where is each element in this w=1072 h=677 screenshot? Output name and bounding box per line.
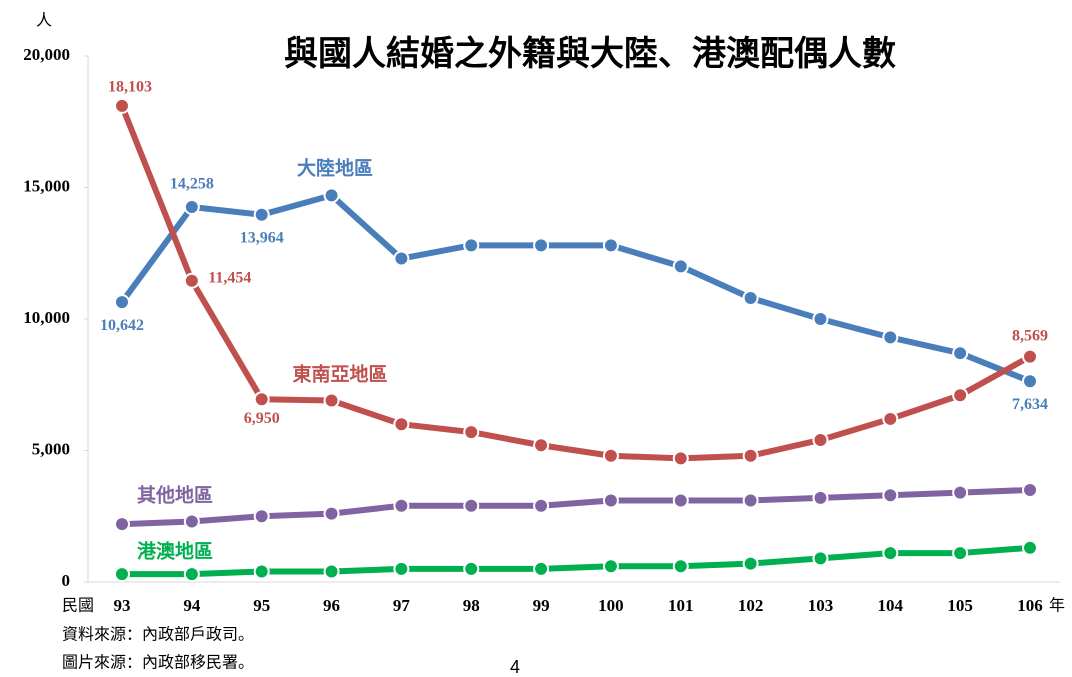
x-tick-label: 97 [393, 596, 411, 615]
point [394, 562, 408, 576]
x-tick-label: 105 [947, 596, 973, 615]
value-label: 8,569 [1012, 327, 1048, 344]
point [255, 564, 269, 578]
point [953, 546, 967, 560]
x-tick-label: 106 [1017, 596, 1043, 615]
value-label: 14,258 [170, 176, 214, 193]
point [883, 546, 897, 560]
x-tick-label: 95 [253, 596, 270, 615]
point [744, 291, 758, 305]
value-label: 11,454 [208, 269, 251, 286]
y-tick-label: 0 [62, 571, 71, 590]
point [325, 564, 339, 578]
series-line [122, 195, 1030, 381]
x-tick-label: 103 [808, 596, 834, 615]
point [464, 238, 478, 252]
x-tick-label: 96 [323, 596, 340, 615]
point [953, 486, 967, 500]
point [953, 388, 967, 402]
source: 圖片來源：內政部移民署。 [62, 654, 254, 672]
point [464, 499, 478, 513]
point [255, 392, 269, 406]
series-label: 港澳地區 [137, 539, 213, 562]
point [534, 438, 548, 452]
x-tick-label: 93 [114, 596, 131, 615]
x-tick-label: 100 [598, 596, 624, 615]
point [1023, 374, 1037, 388]
point [394, 252, 408, 266]
y-tick-label: 15,000 [23, 176, 70, 195]
x-suffix: 年 [1049, 597, 1065, 615]
point [255, 208, 269, 222]
point [674, 451, 688, 465]
point [394, 499, 408, 513]
point [255, 509, 269, 523]
point [674, 559, 688, 573]
value-label: 10,642 [100, 317, 144, 334]
page-number: 4 [510, 657, 520, 677]
point [185, 515, 199, 529]
value-label: 18,103 [108, 79, 152, 96]
y-tick-label: 5,000 [32, 439, 70, 458]
point [115, 517, 129, 531]
point [604, 559, 618, 573]
x-tick-label: 102 [738, 596, 764, 615]
value-label: 7,634 [1012, 396, 1048, 413]
point [604, 493, 618, 507]
point [1023, 350, 1037, 364]
y-tick-label: 20,000 [23, 45, 70, 64]
point [185, 274, 199, 288]
point [744, 449, 758, 463]
series-label: 東南亞地區 [292, 362, 387, 385]
y-tick-label: 10,000 [23, 308, 70, 327]
value-label: 13,964 [240, 229, 284, 246]
point [813, 312, 827, 326]
point [604, 238, 618, 252]
point [813, 491, 827, 505]
point [674, 259, 688, 273]
point [464, 562, 478, 576]
point [883, 488, 897, 502]
chart: 與國人結婚之外籍與大陸、港澳配偶人數 人 民國 年 資料來源：內政部戶政司。 圖… [0, 0, 1072, 677]
point [744, 557, 758, 571]
point [534, 238, 548, 252]
point [604, 449, 618, 463]
point [185, 200, 199, 214]
point [115, 99, 129, 113]
series-label: 其他地區 [137, 483, 213, 506]
x-tick-label: 101 [668, 596, 694, 615]
point [883, 330, 897, 344]
point [185, 567, 199, 581]
point [1023, 541, 1037, 555]
point [325, 188, 339, 202]
point [394, 417, 408, 431]
point [534, 499, 548, 513]
series-label: 大陸地區 [297, 156, 373, 179]
point [325, 507, 339, 521]
value-label: 6,950 [244, 410, 280, 427]
point [883, 412, 897, 426]
y-unit: 人 [36, 12, 52, 30]
point [813, 551, 827, 565]
source: 資料來源：內政部戶政司。 [62, 626, 254, 644]
point [1023, 483, 1037, 497]
point [464, 425, 478, 439]
x-prefix: 民國 [62, 598, 94, 615]
x-tick-label: 98 [463, 596, 480, 615]
x-tick-label: 94 [183, 596, 201, 615]
point [744, 493, 758, 507]
point [674, 493, 688, 507]
chart-title: 與國人結婚之外籍與大陸、港澳配偶人數 [284, 35, 896, 73]
point [953, 346, 967, 360]
point [325, 394, 339, 408]
point [115, 567, 129, 581]
x-tick-label: 99 [533, 596, 550, 615]
point [813, 433, 827, 447]
point [534, 562, 548, 576]
point [115, 295, 129, 309]
x-tick-label: 104 [878, 596, 904, 615]
